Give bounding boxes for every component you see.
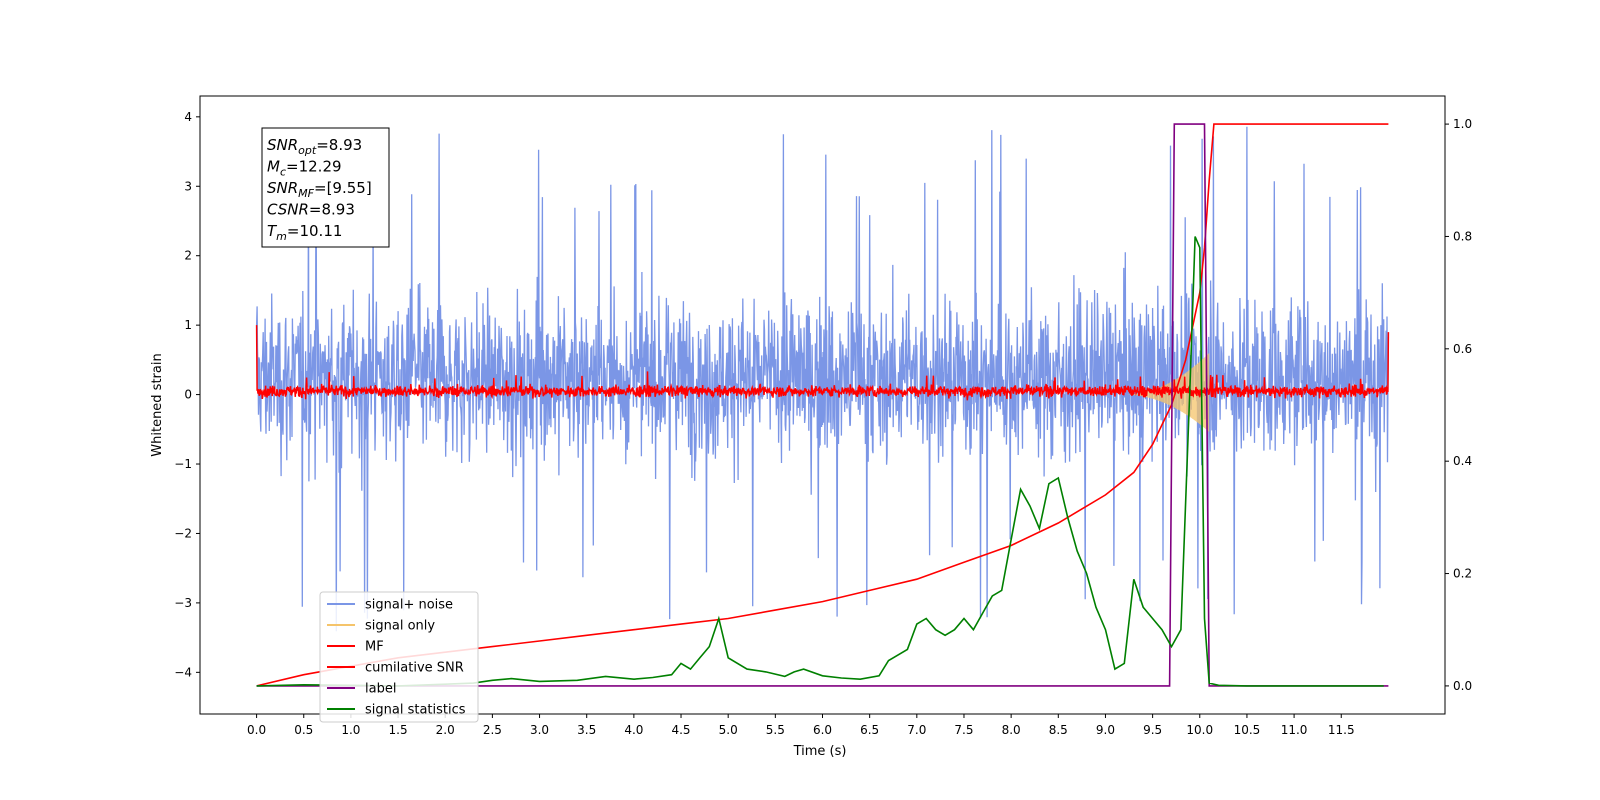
annotation-line: CSNR=8.93 [267, 201, 355, 219]
x-tick-label: 0.5 [294, 723, 313, 737]
x-tick-label: 6.0 [813, 723, 832, 737]
annotation-line: Mc=12.29 [267, 158, 342, 179]
y-right-tick-label: 0.8 [1453, 229, 1472, 243]
stats-annotation-box: SNRopt=8.93Mc=12.29SNRMF=[9.55]CSNR=8.93… [261, 127, 390, 248]
x-tick-label: 11.0 [1281, 723, 1308, 737]
x-tick-label: 3.5 [577, 723, 596, 737]
y-right-tick-label: 0.4 [1453, 454, 1472, 468]
legend-entry: cumilative SNR [365, 661, 464, 676]
y-tick-label: −4 [174, 665, 192, 679]
x-tick-label: 8.0 [1002, 723, 1021, 737]
x-tick-label: 5.5 [766, 723, 785, 737]
y-tick-label: −3 [174, 596, 192, 610]
y-tick-label: 2 [184, 249, 192, 263]
series-mf [255, 325, 1390, 401]
x-tick-label: 4.0 [624, 723, 643, 737]
x-tick-label: 4.5 [671, 723, 690, 737]
x-tick-label: 9.5 [1143, 723, 1162, 737]
legend-frame [319, 591, 479, 723]
annotation-frame [261, 127, 390, 248]
y-right-tick-label: 1.0 [1453, 117, 1472, 131]
annotation-line: SNRopt=8.93 [267, 136, 362, 157]
annotation-line: SNRMF=[9.55] [267, 179, 372, 200]
x-tick-label: 2.0 [436, 723, 455, 737]
y-tick-label: 1 [184, 318, 192, 332]
x-tick-label: 10.0 [1186, 723, 1213, 737]
x-tick-label: 2.5 [483, 723, 502, 737]
legend-entry: signal statistics [365, 703, 466, 718]
legend-entry: signal only [365, 619, 435, 634]
x-tick-label: 8.5 [1049, 723, 1068, 737]
y-tick-label: −1 [174, 457, 192, 471]
x-tick-label: 11.5 [1328, 723, 1355, 737]
x-tick-label: 0.0 [247, 723, 266, 737]
annotation-line: Tm=10.11 [267, 222, 342, 243]
y-right-tick-label: 0.2 [1453, 567, 1472, 581]
x-tick-label: 7.0 [907, 723, 926, 737]
y-right-tick-label: 0.6 [1453, 342, 1472, 356]
y-tick-label: 3 [184, 179, 192, 193]
series-signal-noise [255, 126, 1390, 632]
legend-entry: MF [365, 640, 384, 655]
y-tick-label: −2 [174, 526, 192, 540]
y-tick-label: 0 [184, 388, 192, 402]
x-tick-label: 3.0 [530, 723, 549, 737]
y-axis-label: Whitened strain [150, 353, 165, 456]
y-tick-label: 4 [184, 110, 192, 124]
x-axis-label: Time (s) [793, 744, 847, 759]
x-tick-label: 6.5 [860, 723, 879, 737]
x-tick-label: 1.5 [389, 723, 408, 737]
y-right-tick-label: 0.0 [1453, 679, 1472, 693]
legend-entry: signal+ noise [365, 598, 453, 613]
series-signal-statistics [256, 236, 1384, 687]
x-tick-label: 1.0 [341, 723, 360, 737]
legend[interactable]: signal+ noise signal only MF cumilative SNR… [319, 591, 479, 723]
legend-entry: label [365, 682, 396, 697]
x-tick-label: 9.0 [1096, 723, 1115, 737]
x-tick-label: 5.0 [719, 723, 738, 737]
x-tick-label: 10.5 [1234, 723, 1261, 737]
x-tick-label: 7.5 [954, 723, 973, 737]
axis-ticks: 0.0 0.5 1.0 1.5 2.0 2.5 3.0 3.5 4.0 4.5 5.0 5.5 6.0 6… [174, 110, 1472, 737]
